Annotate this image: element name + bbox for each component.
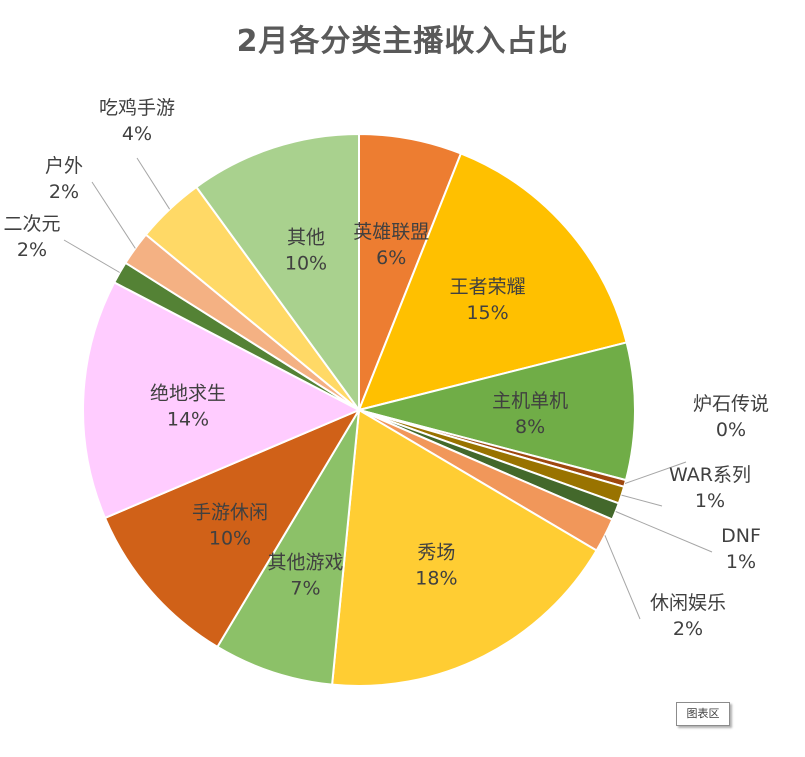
pie-slice-7[interactable] bbox=[330, 408, 598, 687]
slice-name-label: DNF bbox=[721, 525, 761, 547]
chart-title: 2月各分类主播收入占比 bbox=[236, 24, 569, 59]
slice-name-label: 绝地求生 bbox=[150, 382, 226, 404]
slice-percent-label: 1% bbox=[726, 551, 756, 573]
pie-slice-14[interactable] bbox=[194, 132, 360, 414]
leader-line bbox=[621, 494, 663, 507]
slice-percent-label: 1% bbox=[695, 490, 725, 512]
slice-name-label: 英雄联盟 bbox=[353, 221, 429, 243]
pie-slice-1[interactable] bbox=[357, 152, 628, 412]
chart-area-tooltip: 图表区 bbox=[676, 702, 730, 726]
slice-name-label: 主机单机 bbox=[492, 390, 568, 412]
leader-line bbox=[91, 181, 136, 249]
slice-name-label: 其他游戏 bbox=[267, 552, 343, 574]
slice-percent-label: 8% bbox=[515, 416, 545, 438]
slice-percent-label: 14% bbox=[167, 408, 209, 430]
leader-line bbox=[604, 535, 641, 620]
slice-name-label: 吃鸡手游 bbox=[99, 97, 175, 119]
slice-name-label: 其他 bbox=[287, 226, 325, 248]
pie-slice-8[interactable] bbox=[216, 409, 360, 686]
slice-name-label: 王者荣耀 bbox=[450, 276, 526, 298]
slice-percent-label: 4% bbox=[122, 123, 152, 145]
pie-slice-10[interactable] bbox=[82, 281, 362, 520]
leader-line bbox=[63, 239, 120, 273]
slice-percent-label: 2% bbox=[49, 181, 79, 203]
leader-line bbox=[615, 511, 713, 553]
pie-slices bbox=[63, 132, 713, 687]
slice-name-label: 二次元 bbox=[3, 213, 60, 235]
leader-line bbox=[136, 157, 171, 210]
pie-labels: 英雄联盟6%王者荣耀15%主机单机8%炉石传说0%WAR系列1%DNF1%休闲娱… bbox=[3, 97, 769, 640]
slice-percent-label: 7% bbox=[290, 578, 320, 600]
slice-percent-label: 18% bbox=[415, 568, 457, 590]
slice-name-label: 秀场 bbox=[417, 542, 455, 564]
slice-name-label: WAR系列 bbox=[669, 464, 751, 486]
slice-name-label: 休闲娱乐 bbox=[650, 592, 726, 614]
slice-percent-label: 2% bbox=[673, 618, 703, 640]
slice-name-label: 户外 bbox=[45, 155, 83, 177]
slice-percent-label: 10% bbox=[209, 527, 251, 549]
pie-slice-2[interactable] bbox=[358, 341, 636, 482]
slice-percent-label: 15% bbox=[466, 302, 508, 324]
slice-percent-label: 2% bbox=[17, 239, 47, 261]
slice-percent-label: 0% bbox=[716, 419, 746, 441]
leader-line bbox=[624, 461, 687, 484]
slice-percent-label: 6% bbox=[376, 247, 406, 269]
slice-name-label: 炉石传说 bbox=[693, 393, 769, 415]
slice-percent-label: 10% bbox=[285, 252, 327, 274]
slice-name-label: 手游休闲 bbox=[192, 501, 268, 523]
pie-slice-9[interactable] bbox=[103, 407, 362, 649]
